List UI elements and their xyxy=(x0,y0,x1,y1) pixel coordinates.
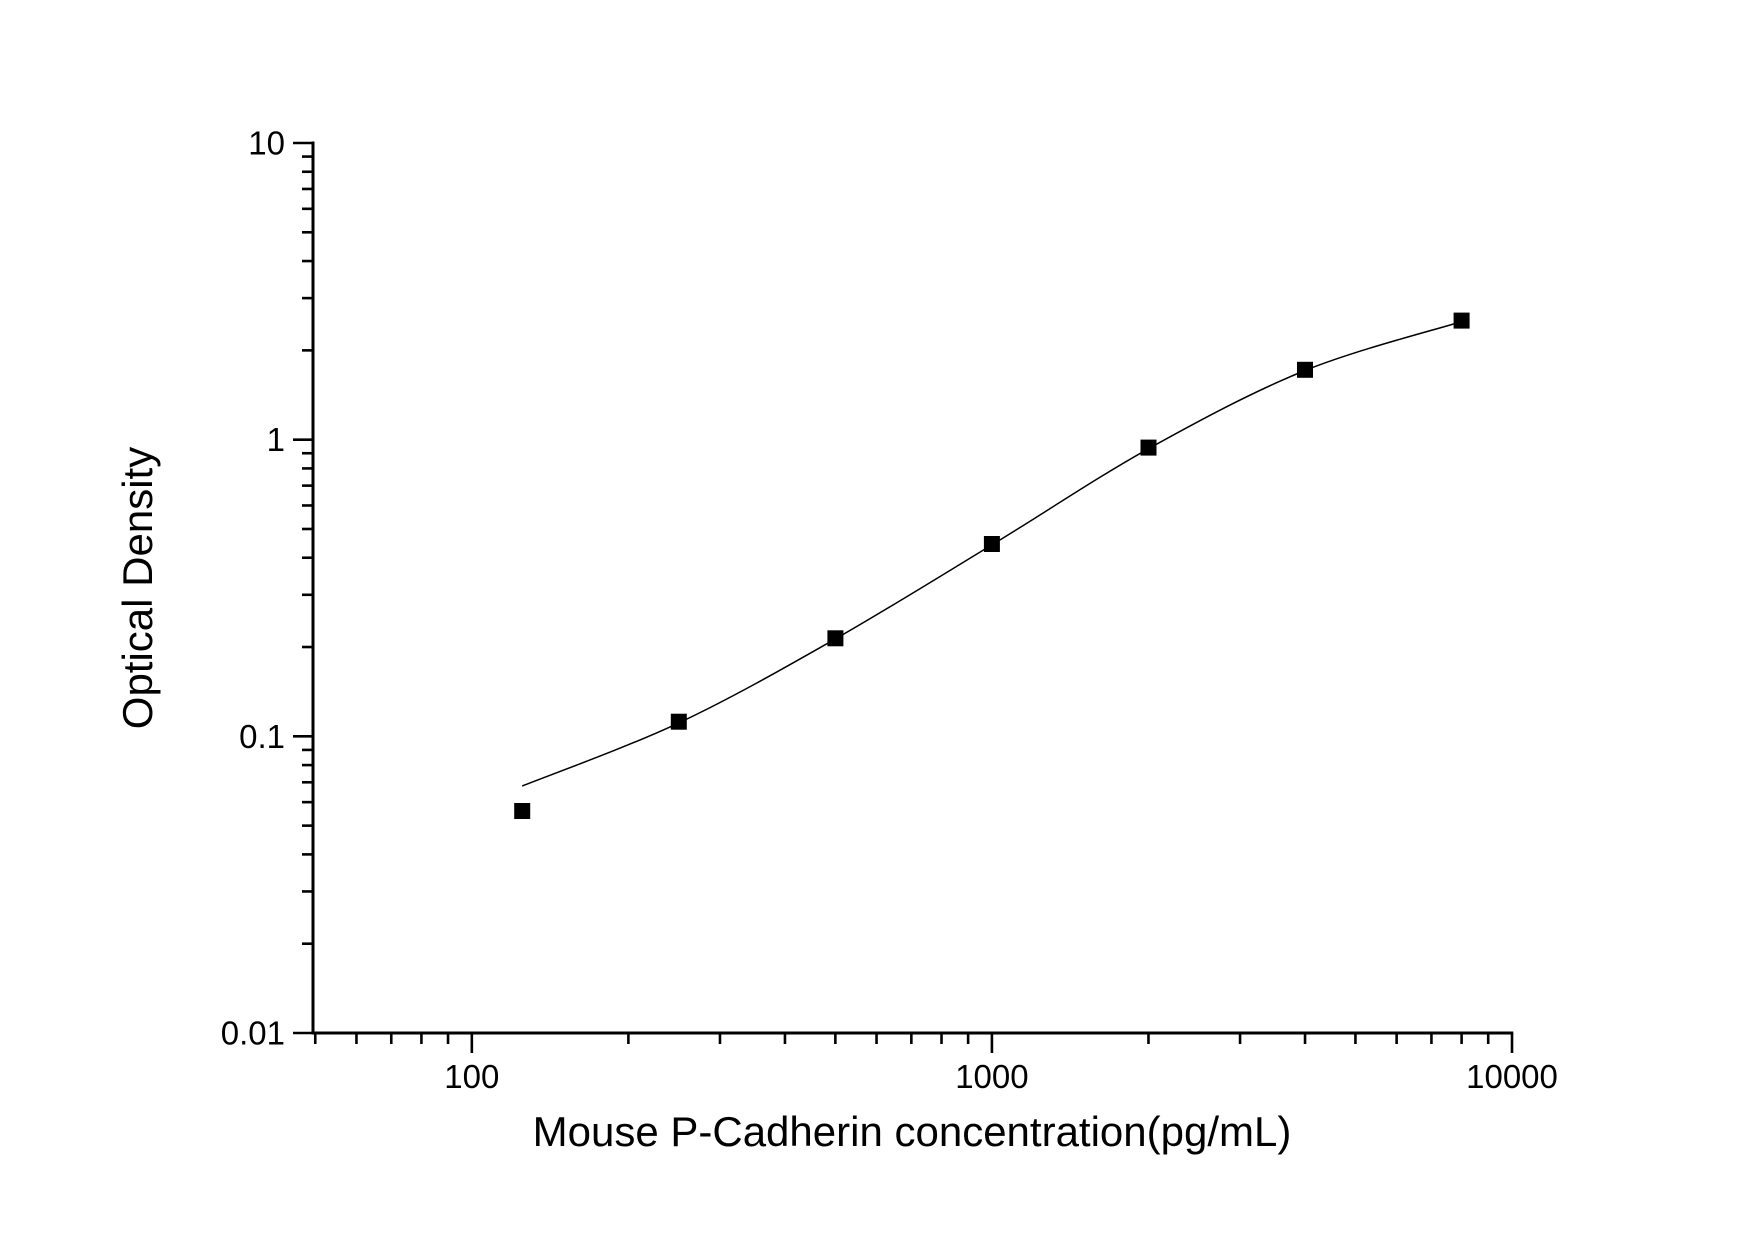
data-point-markers xyxy=(514,312,1470,819)
y-axis-ticks xyxy=(293,141,313,1035)
x-tick-label: 1000 xyxy=(955,1058,1028,1095)
data-point-marker xyxy=(1140,439,1157,456)
x-axis-ticks xyxy=(313,1033,1514,1053)
y-tick-label: 0.01 xyxy=(221,1015,285,1052)
x-axis-title: Mouse P-Cadherin concentration(pg/mL) xyxy=(533,1108,1292,1155)
fit-curve-line xyxy=(521,320,1462,787)
y-axis-tick-labels: 10 1 0.1 0.01 xyxy=(221,125,285,1052)
data-point-marker xyxy=(827,630,844,647)
y-tick-label: 0.1 xyxy=(239,718,285,755)
y-tick-label: 10 xyxy=(248,125,285,162)
x-axis-tick-labels: 100 1000 10000 xyxy=(444,1058,1558,1095)
x-tick-label: 100 xyxy=(444,1058,499,1095)
y-tick-label: 1 xyxy=(267,421,285,458)
data-point-marker xyxy=(514,803,531,819)
data-point-marker xyxy=(670,713,687,730)
data-point-marker xyxy=(983,536,1000,552)
x-tick-label: 10000 xyxy=(1466,1058,1558,1095)
y-axis-title: Optical Density xyxy=(114,447,161,729)
data-point-marker xyxy=(1297,361,1313,378)
data-point-marker xyxy=(1453,312,1470,329)
